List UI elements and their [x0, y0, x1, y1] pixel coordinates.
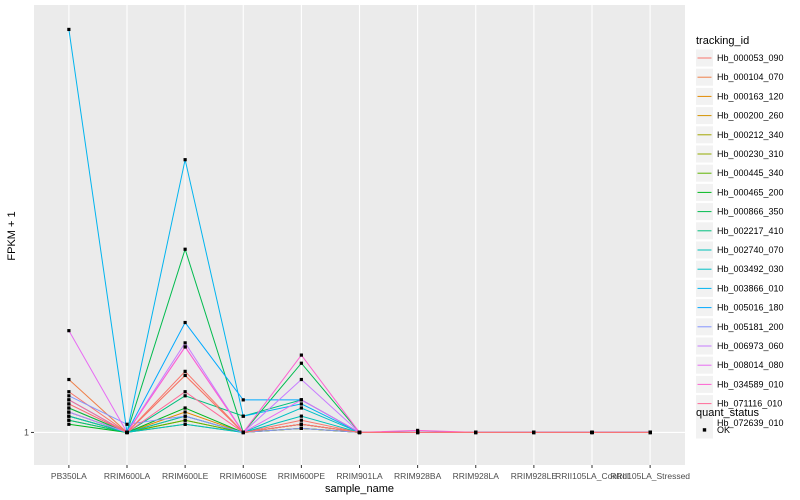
- shape-legend-key: [702, 428, 707, 432]
- data-point: [125, 422, 129, 426]
- legend-title: tracking_id: [696, 35, 749, 47]
- data-points: [67, 27, 652, 435]
- data-point: [299, 398, 303, 402]
- x-tick-label: RRIM600SE: [220, 471, 268, 481]
- data-point: [125, 430, 129, 435]
- legend-items: Hb_000053_090 Hb_000104_070 Hb_000163_120 H…: [696, 49, 784, 432]
- data-point: [590, 430, 594, 435]
- legend-label: Hb_002740_070: [717, 245, 784, 255]
- y-axis-label: FPKM + 1: [6, 211, 18, 260]
- x-tick-label: RRIM901LA: [336, 471, 383, 481]
- y-axis: 1: [24, 427, 34, 437]
- data-point: [183, 373, 187, 378]
- data-point: [183, 369, 187, 373]
- shape-legend-label: OK: [717, 425, 730, 435]
- data-point: [648, 430, 652, 435]
- data-point: [183, 247, 187, 251]
- data-point: [416, 430, 420, 435]
- legend-label: Hb_003492_030: [717, 264, 784, 274]
- legend-label: Hb_005016_180: [717, 303, 784, 313]
- data-point: [299, 426, 303, 430]
- x-axis: PB350LA RRIM600LA RRIM600LE RRIM600SE RRIM60…: [51, 465, 690, 481]
- data-point: [299, 361, 303, 365]
- y-tick-label: 1: [24, 427, 29, 437]
- data-point: [299, 377, 303, 382]
- data-point: [67, 394, 71, 398]
- data-point: [67, 414, 71, 418]
- data-point: [357, 430, 362, 435]
- data-point: [299, 414, 303, 418]
- data-point: [532, 430, 536, 435]
- legend-label: Hb_000053_090: [717, 53, 784, 63]
- data-point: [183, 345, 187, 349]
- legend-label: Hb_000230_310: [717, 149, 784, 159]
- data-point: [183, 320, 187, 325]
- data-point: [183, 414, 187, 418]
- data-point: [183, 341, 187, 345]
- data-point: [183, 406, 187, 410]
- legend-label: Hb_008014_080: [717, 360, 784, 370]
- data-point: [67, 377, 71, 382]
- data-point: [299, 402, 303, 406]
- data-point: [67, 27, 71, 32]
- data-point: [67, 418, 71, 422]
- data-point: [416, 428, 420, 432]
- x-tick-label: RRIM928BA: [394, 471, 442, 481]
- x-tick-label: RRIM600LE: [162, 471, 209, 481]
- legend: tracking_id Hb_000053_090Hb_000104_070Hb…: [696, 35, 784, 439]
- x-tick-label: RRII105LA_Stressed: [610, 471, 690, 481]
- legend-label: Hb_034589_010: [717, 379, 784, 389]
- x-tick-label: RRIM928LA: [453, 471, 500, 481]
- data-point: [183, 390, 187, 394]
- data-point: [474, 430, 478, 435]
- legend-label: Hb_000465_200: [717, 187, 784, 197]
- legend-label: Hb_000163_120: [717, 91, 784, 101]
- legend-label: Hb_000866_350: [717, 207, 784, 217]
- shape-legend-items: OK: [696, 421, 730, 439]
- x-tick-label: RRII105LA_Control: [555, 471, 629, 481]
- data-point: [67, 422, 71, 426]
- x-axis-label: sample_name: [325, 483, 394, 495]
- legend-label: Hb_005181_200: [717, 322, 784, 332]
- legend-label: Hb_000212_340: [717, 130, 784, 140]
- data-point: [67, 329, 71, 333]
- legend-label: Hb_000445_340: [717, 168, 784, 178]
- data-point: [183, 410, 187, 414]
- data-point: [299, 353, 303, 357]
- x-tick-label: RRIM600PE: [278, 471, 326, 481]
- data-point: [183, 394, 187, 398]
- shape-legend-title: quant_status: [696, 407, 759, 419]
- x-tick-label: RRIM600LA: [104, 471, 151, 481]
- data-point: [183, 158, 187, 162]
- x-tick-label: PB350LA: [51, 471, 87, 481]
- data-point: [241, 398, 245, 402]
- data-point: [299, 422, 303, 426]
- data-point: [241, 430, 245, 435]
- data-point: [67, 402, 71, 406]
- data-point: [299, 418, 303, 422]
- data-point: [183, 422, 187, 426]
- data-point: [67, 390, 71, 394]
- data-point: [67, 398, 71, 402]
- data-point: [67, 410, 71, 414]
- x-tick-label: RRIM928LE: [511, 471, 558, 481]
- legend-label: Hb_003866_010: [717, 283, 784, 293]
- legend-label: Hb_072639_010: [717, 418, 784, 428]
- legend-label: Hb_002217_410: [717, 226, 784, 236]
- legend-label: Hb_000200_260: [717, 111, 784, 121]
- legend-label: Hb_071116_010: [717, 399, 782, 409]
- data-point: [183, 418, 187, 422]
- legend-label: Hb_000104_070: [717, 72, 784, 82]
- data-point: [241, 414, 245, 418]
- legend-label: Hb_006973_060: [717, 341, 784, 351]
- data-point: [67, 406, 71, 410]
- data-point: [299, 406, 303, 410]
